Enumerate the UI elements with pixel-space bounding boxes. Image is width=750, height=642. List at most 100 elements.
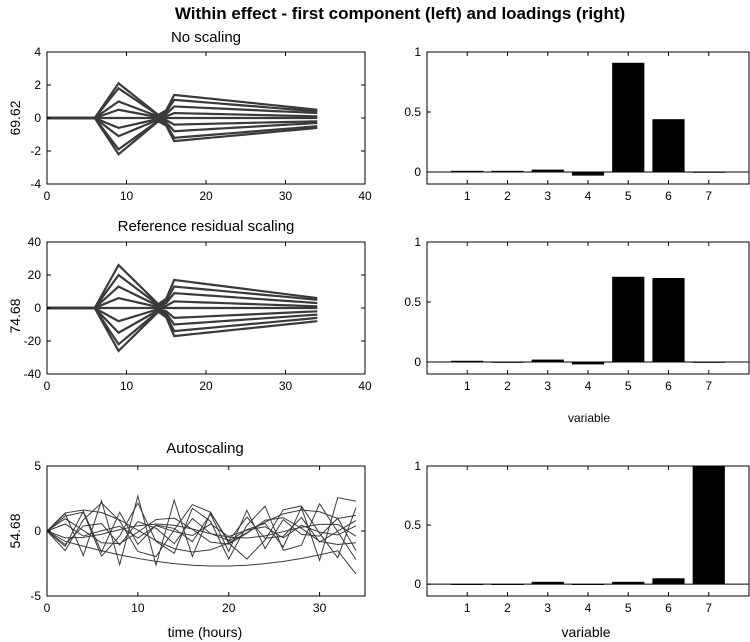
line-plot-no-scaling: 0 10 20 30 40 -4 -2 0 2 4 (30, 45, 372, 203)
x-tick-label: 6 (665, 601, 672, 615)
x-tick-label: 10 (120, 379, 134, 393)
series-line (46, 517, 356, 545)
x-tick-label: 3 (544, 189, 551, 203)
line-plot-autoscaling: 0 10 20 30-505 (30, 459, 366, 615)
x-tick-label: 30 (313, 601, 327, 615)
y-tick-label: 0 (34, 524, 41, 538)
bar-variable-2 (491, 170, 524, 172)
y-tick-label: 2 (34, 78, 41, 92)
y-tick-label: -40 (24, 367, 42, 381)
y-tick-label: -20 (24, 334, 42, 348)
bar-variable-3 (531, 359, 564, 362)
series-line (46, 530, 357, 575)
x-tick-label: 7 (705, 189, 712, 203)
y-tick-label: 4 (34, 45, 41, 59)
bar-variable-6 (652, 578, 685, 585)
series-line (47, 116, 318, 130)
bar-variable-7 (692, 362, 725, 363)
x-label-variable-bottom: variable (561, 624, 610, 640)
panel-autoscaling: Autoscaling 54.68 0 10 20 30-505 time (hour… (7, 440, 366, 640)
bar-variable-4 (571, 584, 605, 585)
x-tick-label: 2 (504, 379, 511, 393)
series-line (46, 509, 357, 554)
y-label-autoscaling: 54.68 (7, 513, 23, 548)
bar-variable-5 (612, 581, 645, 585)
x-tick-label: 1 (464, 189, 471, 203)
series-line (47, 306, 318, 335)
x-label-time-hours: time (hours) (168, 624, 243, 640)
bar-variable-2 (491, 362, 524, 363)
y-tick-label: -5 (30, 589, 41, 603)
panel-title-autoscaling: Autoscaling (166, 440, 244, 457)
bar-variable-5 (612, 62, 645, 172)
x-tick-label: 6 (665, 379, 672, 393)
p2-axes-box (426, 51, 750, 185)
y-tick-label: 0 (414, 577, 421, 591)
bar-plot-loadings-reference-residual-scaling: 1 2 3 4 5 6 7 0 0.5 1 (404, 235, 750, 393)
x-tick-label: 7 (705, 379, 712, 393)
x-tick-label: 10 (131, 601, 145, 615)
x-tick-label: 0 (44, 601, 51, 615)
panel-reference-residual-scaling: Reference residual scaling 74.68 0 10 20 30… (7, 218, 372, 393)
x-tick-label: 40 (358, 379, 372, 393)
y-tick-label: 0 (414, 355, 421, 369)
x-tick-label: 3 (544, 601, 551, 615)
bar-variable-7 (692, 466, 725, 585)
bar-variable-1 (451, 360, 484, 362)
y-tick-label: 1 (414, 459, 421, 473)
x-tick-label: 4 (585, 189, 592, 203)
y-tick-label: 20 (28, 268, 42, 282)
bar-variable-2 (491, 584, 524, 585)
y-tick-label: 5 (34, 459, 41, 473)
y-label-no-scaling: 69.62 (7, 100, 23, 135)
series-line (47, 306, 318, 353)
series-line (46, 509, 356, 553)
x-tick-label: 2 (504, 601, 511, 615)
x-tick-label: 6 (665, 189, 672, 203)
y-label-reference-residual-scaling: 74.68 (7, 298, 23, 333)
figure-title: Within effect - first component (left) a… (175, 4, 625, 23)
y-tick-label: 1 (414, 45, 421, 59)
y-tick-label: 0 (414, 165, 421, 179)
bar-variable-7 (692, 172, 725, 173)
y-tick-label: 0 (34, 111, 41, 125)
panel-loadings-no-scaling: 1 2 3 4 5 6 7 0 0.5 1 (404, 45, 750, 203)
p4-axes-box (426, 241, 750, 375)
x-tick-label: 0 (44, 379, 51, 393)
series-line (47, 116, 318, 156)
x-tick-label: 20 (199, 189, 213, 203)
x-tick-label: 7 (705, 601, 712, 615)
bar-variable-3 (531, 581, 564, 585)
y-tick-label: 0.5 (404, 295, 421, 309)
x-tick-label: 4 (585, 601, 592, 615)
series-line (46, 493, 357, 568)
series-line (46, 523, 357, 539)
x-tick-label: 30 (279, 379, 293, 393)
x-tick-label: 3 (544, 379, 551, 393)
series-line (47, 116, 318, 138)
y-tick-label: 0.5 (404, 105, 421, 119)
x-tick-label: 10 (120, 189, 134, 203)
bar-plot-loadings-no-scaling: 1 2 3 4 5 6 7 0 0.5 1 (404, 45, 750, 203)
x-tick-label: 20 (199, 379, 213, 393)
x-tick-label: 2 (504, 189, 511, 203)
bar-variable-4 (571, 172, 605, 176)
x-tick-label: 4 (585, 379, 592, 393)
series-line (47, 306, 318, 323)
x-tick-label: 5 (625, 601, 632, 615)
bar-variable-5 (612, 276, 645, 362)
series-line (46, 501, 357, 561)
line-plot-reference-residual-scaling: 0 10 20 30 40 -40 -20 0 20 40 (24, 235, 372, 393)
x-tick-label: 0 (44, 189, 51, 203)
panel-loadings-autoscaling: 1 2 3 4 5 6 7 0 0.5 1 variable (404, 459, 750, 640)
y-tick-label: 1 (414, 235, 421, 249)
bar-variable-1 (451, 584, 484, 585)
y-tick-label: -2 (30, 144, 41, 158)
x-label-variable-middle: variable (568, 411, 610, 425)
x-tick-label: 5 (625, 379, 632, 393)
bar-variable-6 (652, 278, 685, 362)
panel-title-reference-residual-scaling: Reference residual scaling (118, 218, 295, 235)
series-line (46, 516, 357, 546)
x-tick-label: 5 (625, 189, 632, 203)
